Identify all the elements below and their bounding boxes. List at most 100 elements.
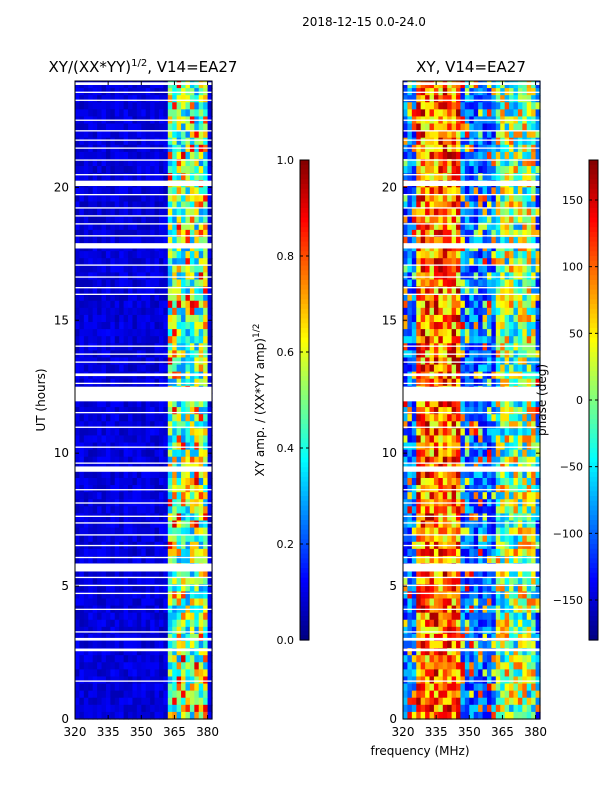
heatmap-cell xyxy=(145,534,151,543)
heatmap-cell xyxy=(189,364,195,373)
heatmap-cell xyxy=(447,137,453,146)
heatmap-cell xyxy=(531,329,537,337)
heatmap-cell xyxy=(75,329,81,337)
heatmap-cell xyxy=(442,109,448,118)
heatmap-cell xyxy=(181,421,187,429)
heatmap-cell xyxy=(495,151,501,160)
heatmap-cell xyxy=(110,229,116,238)
colorbar-swatch xyxy=(300,544,309,550)
heatmap-cell xyxy=(141,485,147,493)
heatmap-cell xyxy=(526,123,532,132)
colorbar-swatch xyxy=(300,184,309,190)
heatmap-cell xyxy=(75,279,81,288)
heatmap-cell xyxy=(509,95,515,103)
heatmap-cell xyxy=(92,492,98,500)
heatmap-cell xyxy=(456,123,462,132)
heatmap-cell xyxy=(198,506,204,515)
heatmap-cell xyxy=(438,357,444,366)
heatmap-cell xyxy=(535,166,541,174)
heatmap-cell xyxy=(163,272,169,281)
data-gap xyxy=(75,466,212,472)
heatmap-cell xyxy=(425,322,431,330)
heatmap-cell xyxy=(411,300,417,309)
heatmap-cell xyxy=(150,704,156,713)
heatmap-cell xyxy=(79,711,85,720)
heatmap-cell xyxy=(158,258,164,266)
heatmap-cell xyxy=(163,513,169,522)
heatmap-cell xyxy=(504,329,510,337)
heatmap-cell xyxy=(416,123,422,132)
heatmap-cell xyxy=(83,187,89,196)
heatmap-cell xyxy=(420,251,426,259)
heatmap-cell xyxy=(132,513,138,522)
heatmap-cell xyxy=(526,357,532,366)
heatmap-cell xyxy=(181,279,187,288)
heatmap-cell xyxy=(176,229,182,238)
heatmap-cell xyxy=(97,258,103,266)
heatmap-cell xyxy=(101,109,107,118)
heatmap-cell xyxy=(203,286,209,295)
heatmap-cell xyxy=(522,520,528,529)
heatmap-cell xyxy=(128,655,134,663)
heatmap-cell xyxy=(447,492,453,500)
heatmap-cell xyxy=(464,286,470,295)
heatmap-cell xyxy=(526,166,532,174)
heatmap-cell xyxy=(167,591,173,600)
heatmap-cell xyxy=(442,215,448,224)
heatmap-cell xyxy=(114,95,120,103)
heatmap-cell xyxy=(114,555,120,564)
heatmap-cell xyxy=(136,222,142,231)
heatmap-cell xyxy=(92,520,98,529)
heatmap-cell xyxy=(172,626,178,635)
heatmap-cell xyxy=(141,307,147,316)
heatmap-cell xyxy=(207,633,213,642)
heatmap-cell xyxy=(482,456,488,465)
heatmap-cell xyxy=(88,690,94,699)
heatmap-cell xyxy=(194,102,200,110)
heatmap-cell xyxy=(433,534,439,543)
heatmap-cell xyxy=(158,364,164,373)
heatmap-cell xyxy=(478,485,484,493)
heatmap-cell xyxy=(478,513,484,522)
heatmap-cell xyxy=(141,130,147,139)
colorbar-swatch xyxy=(300,308,309,315)
heatmap-cell xyxy=(141,208,147,217)
heatmap-cell xyxy=(207,584,213,592)
heatmap-cell xyxy=(101,435,107,444)
heatmap-cell xyxy=(88,343,94,351)
heatmap-cell xyxy=(535,158,541,167)
heatmap-cell xyxy=(198,669,204,678)
heatmap-cell xyxy=(185,336,191,344)
data-gap xyxy=(75,446,212,448)
heatmap-cell xyxy=(114,711,120,720)
heatmap-cell xyxy=(119,300,125,309)
heatmap-cell xyxy=(75,137,81,146)
heatmap-cell xyxy=(141,626,147,635)
heatmap-cell xyxy=(154,258,160,266)
heatmap-cell xyxy=(123,187,129,196)
heatmap-cell xyxy=(128,208,134,217)
heatmap-cell xyxy=(145,343,151,351)
heatmap-cell xyxy=(88,626,94,635)
heatmap-cell xyxy=(119,626,125,635)
heatmap-cell xyxy=(105,400,111,408)
heatmap-cell xyxy=(101,619,107,628)
heatmap-cell xyxy=(123,548,129,557)
heatmap-cell xyxy=(176,109,182,118)
heatmap-cell xyxy=(411,485,417,493)
heatmap-cell xyxy=(83,258,89,266)
heatmap-cell xyxy=(136,676,142,685)
heatmap-cell xyxy=(163,166,169,174)
heatmap-cell xyxy=(482,336,488,344)
heatmap-cell xyxy=(438,215,444,224)
heatmap-cell xyxy=(141,520,147,529)
heatmap-cell xyxy=(486,378,492,387)
heatmap-cell xyxy=(75,364,81,373)
heatmap-cell xyxy=(420,307,426,316)
heatmap-cell xyxy=(535,236,541,245)
heatmap-cell xyxy=(158,470,164,479)
heatmap-cell xyxy=(194,534,200,543)
heatmap-cell xyxy=(114,222,120,231)
heatmap-cell xyxy=(517,137,523,146)
heatmap-cell xyxy=(411,470,417,479)
